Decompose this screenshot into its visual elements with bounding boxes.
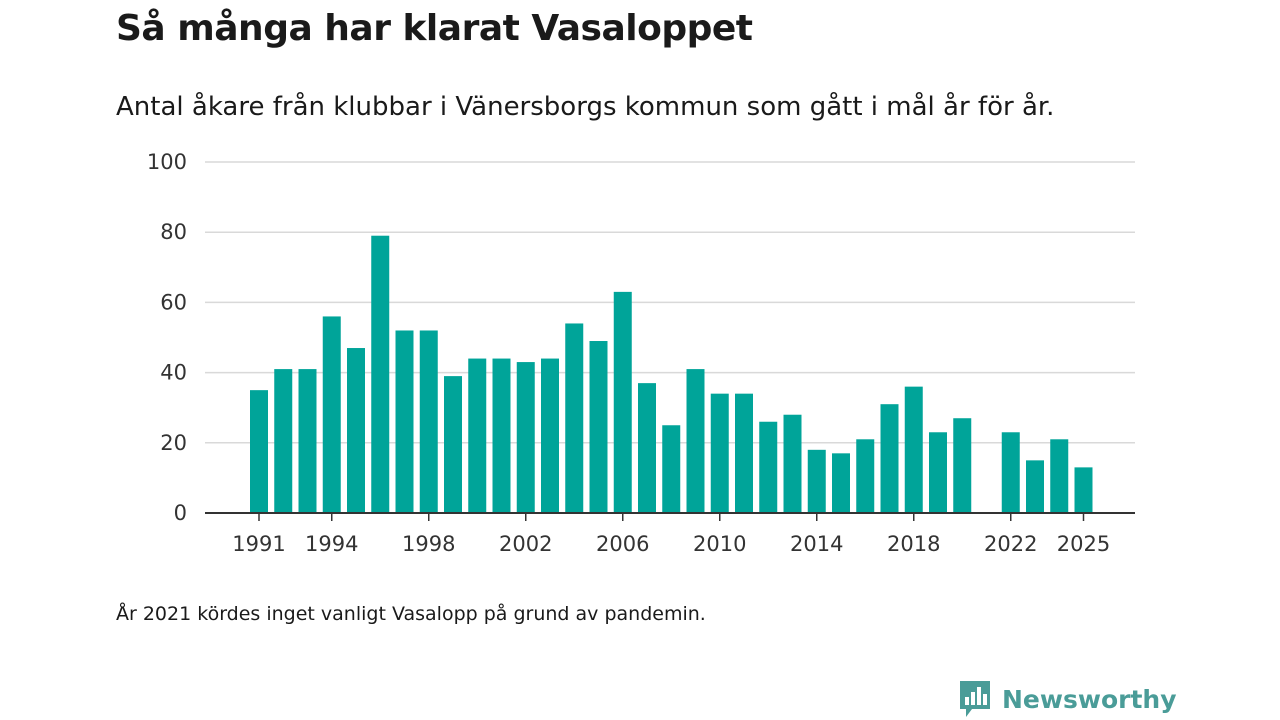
bar-2022 [1001, 432, 1020, 513]
tick-labels: 0 20 40 60 80 100 1991 1994 1998 2002 2006 2010 2014… [147, 150, 1110, 556]
bar-2014 [807, 449, 826, 513]
y-tick-label-100: 100 [147, 150, 187, 174]
bar-2018 [904, 386, 923, 513]
x-tick-label-1994: 1994 [305, 532, 358, 556]
x-tick-label-2022: 2022 [984, 532, 1037, 556]
y-tick-label-80: 80 [160, 220, 187, 244]
grid-lines [205, 161, 1135, 444]
y-tick-label-60: 60 [160, 290, 187, 314]
bar-1999 [444, 376, 462, 513]
x-tick-label-1991: 1991 [232, 532, 285, 556]
bar-1994 [322, 316, 341, 513]
bar-chart: 0 20 40 60 80 100 1991 1994 1998 2002 2006 2010 2014… [147, 150, 1135, 556]
bar-1997 [395, 330, 414, 513]
brand-name: Newsworthy [1002, 684, 1177, 714]
bar-2013 [783, 414, 802, 513]
bar-2015 [832, 453, 850, 513]
bar-2011 [735, 393, 753, 513]
chart-subtitle: Antal åkare från klubbar i Vänersborgs k… [116, 92, 1055, 122]
bar-1992 [274, 369, 293, 513]
footnote: År 2021 kördes inget vanligt Vasalopp på… [116, 603, 706, 625]
bar-1991 [250, 390, 268, 513]
bars [250, 235, 1093, 513]
bar-2002 [516, 362, 535, 513]
bar-1995 [347, 348, 365, 513]
y-tick-label-20: 20 [160, 431, 187, 455]
x-axis [205, 512, 1135, 521]
x-tick-label-2014: 2014 [790, 532, 843, 556]
y-tick-label-40: 40 [160, 361, 187, 385]
bar-2000 [468, 358, 487, 513]
bar-2001 [492, 358, 511, 513]
bar-1993 [298, 369, 317, 513]
newsworthy-logo: Newsworthy [958, 679, 1177, 719]
bar-2007 [638, 383, 656, 513]
bar-2009 [686, 369, 705, 513]
bar-2008 [662, 425, 681, 513]
bar-1998 [419, 330, 438, 513]
bar-2023 [1026, 460, 1044, 513]
x-tick-label-1998: 1998 [402, 532, 455, 556]
x-tick-label-2006: 2006 [596, 532, 649, 556]
bar-2020 [953, 418, 972, 513]
bar-2019 [929, 432, 947, 513]
bar-2006 [613, 291, 632, 513]
bar-2012 [759, 421, 778, 513]
bar-2010 [710, 393, 729, 513]
bar-1996 [371, 235, 390, 513]
bar-2025 [1074, 467, 1093, 513]
x-tick-label-2010: 2010 [693, 532, 746, 556]
y-tick-label-0: 0 [174, 501, 187, 525]
bar-2004 [565, 323, 584, 513]
x-tick-label-2018: 2018 [887, 532, 940, 556]
bar-2005 [589, 341, 608, 513]
bar-2024 [1050, 439, 1069, 513]
chart-title: Så många har klarat Vasaloppet [116, 8, 753, 49]
bar-2017 [880, 404, 899, 513]
x-tick-label-2025: 2025 [1057, 532, 1110, 556]
bar-2003 [541, 358, 559, 513]
x-tick-label-2002: 2002 [499, 532, 552, 556]
bar-2016 [856, 439, 875, 513]
bar-chart-speech-bubble-icon [960, 681, 990, 717]
